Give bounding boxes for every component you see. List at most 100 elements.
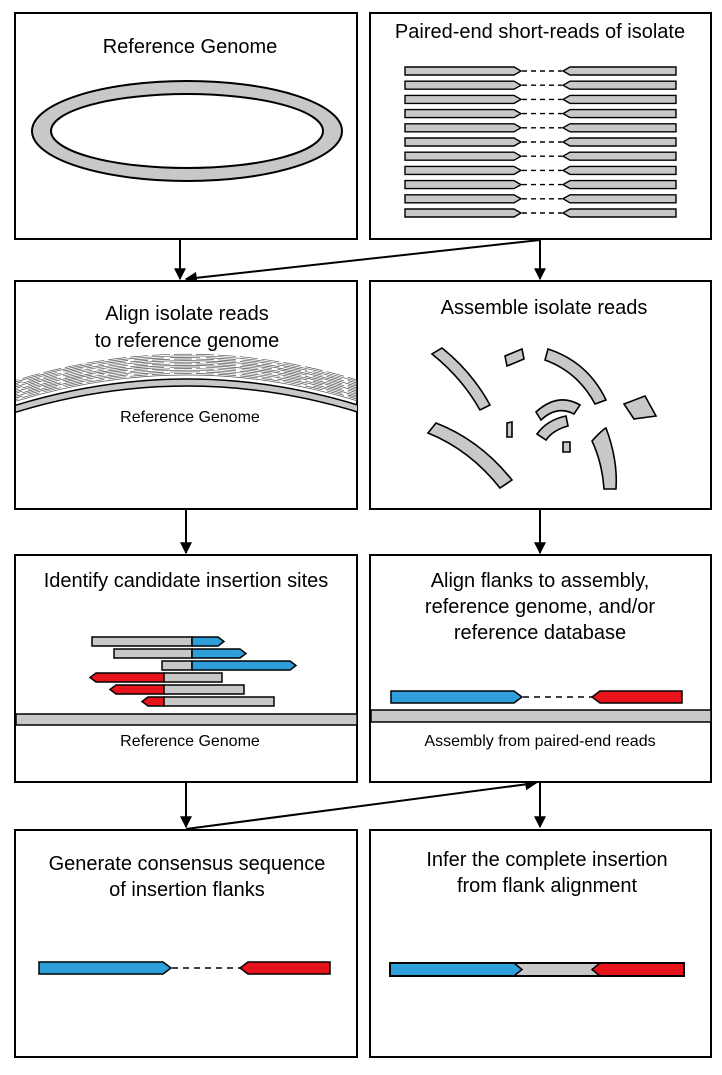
contig: [506, 421, 513, 438]
complete-insertion: [389, 962, 685, 977]
contig: [430, 347, 492, 412]
forward-read: [404, 108, 523, 119]
blue-flank: [38, 961, 173, 975]
arrow-reads-to-align: [184, 239, 541, 284]
contig: [535, 415, 569, 442]
read-pair: [404, 208, 677, 218]
align-genome-label: Reference Genome: [120, 409, 260, 426]
forward-read: [404, 66, 523, 76]
forward-read: [404, 80, 523, 90]
red-flank: [590, 962, 685, 977]
aligned-read: [16, 358, 357, 386]
aligned-read: [16, 369, 357, 397]
flanks-assembly-label: Assembly from paired-end reads: [424, 733, 655, 750]
aligned-read: [16, 373, 357, 400]
circular-genome: [31, 80, 343, 182]
read-pair: [404, 165, 677, 176]
aligned-read: [16, 357, 357, 384]
forward-read: [404, 194, 523, 204]
reverse-read: [561, 165, 677, 176]
reverse-read: [561, 66, 677, 76]
reverse-read: [561, 194, 677, 204]
read-gray-segment: [163, 672, 223, 683]
read-gray-segment: [163, 696, 275, 707]
panel-infer-title-line1: Infer the complete insertion: [426, 849, 667, 871]
red-flank: [238, 961, 331, 975]
identify-genome-label: Reference Genome: [120, 733, 260, 750]
forward-read: [404, 123, 523, 133]
reverse-read: [561, 80, 677, 90]
assembly-contigs: [426, 347, 658, 490]
panel-flanks-title-line3: reference database: [454, 622, 626, 644]
reference-genome-bar: [15, 713, 358, 726]
read-pair: [404, 194, 677, 204]
arrow-consensus-to-flanks: [185, 778, 538, 830]
read-pairs: [404, 66, 677, 218]
contig: [562, 441, 571, 453]
reverse-read: [561, 179, 677, 190]
insertion-outline: [389, 962, 685, 977]
contig: [534, 399, 582, 422]
panel-assemble-reads: Assemble isolate reads: [369, 280, 712, 510]
panel-flanks-title-line1: Align flanks to assembly,: [431, 570, 650, 592]
read-gray-segment: [161, 660, 193, 671]
reverse-read: [561, 208, 677, 218]
reverse-read: [561, 123, 677, 133]
panel-align-title-line1: Align isolate reads: [105, 303, 268, 325]
panel-identify-sites: Identify candidate insertion sites Refer…: [14, 554, 358, 783]
reverse-read: [561, 137, 677, 147]
aligned-read: [16, 365, 357, 392]
reverse-read: [561, 151, 677, 161]
read-pair: [404, 137, 677, 147]
aligned-read: [16, 363, 357, 391]
panel-reads-title: Paired-end short-reads of isolate: [395, 21, 685, 43]
read-pair: [404, 94, 677, 105]
forward-read: [404, 208, 523, 218]
read-red-clip: [108, 684, 165, 695]
panel-flanks-title-line2: reference genome, and/or: [425, 596, 655, 618]
read-pair: [404, 80, 677, 90]
forward-read: [404, 151, 523, 161]
read-red-clip: [88, 672, 165, 683]
read-blue-clip: [191, 648, 248, 659]
read-blue-clip: [191, 660, 298, 671]
aligned-read: [16, 371, 357, 399]
read-pair: [404, 179, 677, 190]
flank-alignment: [390, 690, 683, 704]
consensus-flanks: [38, 961, 331, 975]
read-gray-segment: [113, 648, 193, 659]
reverse-read: [561, 94, 677, 105]
read-gray-segment: [163, 684, 245, 695]
read-pair: [404, 151, 677, 161]
panel-consensus-title-line2: of insertion flanks: [109, 879, 265, 901]
flow-arrows: [174, 239, 546, 830]
panel-infer-insertion: Infer the complete insertion from flank …: [369, 829, 712, 1058]
aligned-read: [16, 374, 357, 402]
contig: [622, 395, 658, 420]
panel-identify-title: Identify candidate insertion sites: [44, 570, 329, 592]
forward-read: [404, 94, 523, 105]
aligned-read: [16, 361, 357, 389]
panel-align-reads: Align isolate reads to reference genome …: [14, 280, 358, 510]
panel-align-flanks: Align flanks to assembly, reference geno…: [369, 554, 712, 783]
aligned-read: [16, 366, 357, 394]
blue-flank: [390, 690, 524, 704]
read-pair: [404, 66, 677, 76]
assembly-bar: [370, 709, 712, 723]
read-pair: [404, 123, 677, 133]
aligned-reads: [16, 353, 357, 402]
contig: [504, 347, 525, 368]
aligned-read: [16, 368, 357, 396]
red-flank: [590, 690, 683, 704]
read-blue-clip: [191, 636, 226, 647]
split-reads: [88, 636, 298, 707]
contig: [591, 426, 618, 490]
contig: [426, 422, 514, 490]
panel-paired-end-reads: Paired-end short-reads of isolate: [369, 12, 712, 240]
panel-reference-title: Reference Genome: [103, 36, 278, 58]
read-red-clip: [140, 696, 165, 707]
panel-infer-title-line2: from flank alignment: [457, 875, 638, 897]
aligned-read: [16, 355, 357, 383]
read-pair: [404, 108, 677, 119]
